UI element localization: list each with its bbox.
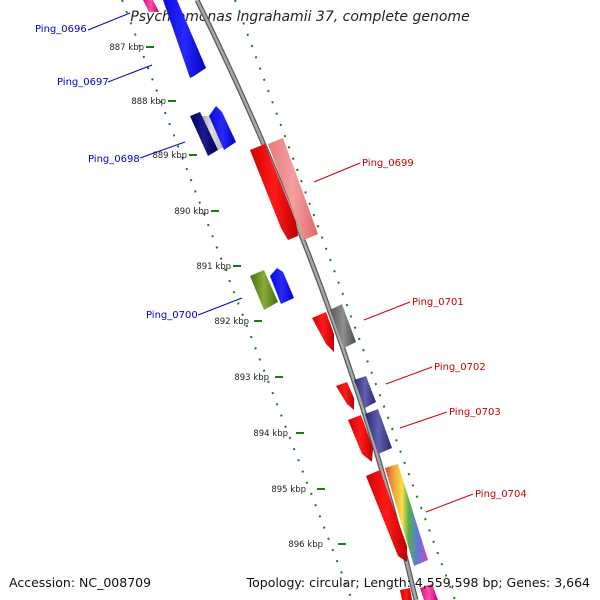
topology-summary: Topology: circular; Length: 4,559,598 bp… bbox=[246, 575, 590, 590]
gene-ping-0696-feature bbox=[143, 0, 159, 12]
reverse-genes bbox=[250, 138, 438, 600]
gene-ping-0698-arrow-navy bbox=[190, 112, 218, 156]
gene-ping-0700-olive bbox=[250, 270, 278, 310]
gene-ping-0701-gray bbox=[330, 304, 356, 348]
gene-ping-0704-red bbox=[366, 470, 407, 562]
tick-label-893: 893 kbp bbox=[234, 373, 269, 383]
tick-label-896: 896 kbp bbox=[288, 540, 323, 550]
map-title: Psychromonas ingrahamii 37, complete gen… bbox=[130, 9, 470, 25]
gene-label-ping-0700[interactable]: Ping_0700 bbox=[146, 310, 198, 321]
gene-label-ping-0702[interactable]: Ping_0702 bbox=[434, 362, 486, 373]
gene-ping-0700-blue bbox=[270, 268, 294, 304]
gene-label-ping-0697[interactable]: Ping_0697 bbox=[57, 77, 109, 88]
tick-label-892: 892 kbp bbox=[214, 317, 249, 327]
left-label-leaders bbox=[87, 12, 243, 316]
gene-label-ping-0698[interactable]: Ping_0698 bbox=[88, 154, 140, 165]
tick-label-895: 895 kbp bbox=[271, 485, 306, 495]
accession-label: Accession: NC_008709 bbox=[9, 575, 152, 590]
kbp-tick-marks bbox=[146, 46, 346, 545]
gene-label-ping-0704[interactable]: Ping_0704 bbox=[475, 489, 527, 500]
kbp-tick-labels: 887 kbp 888 kbp 889 kbp 890 kbp 891 kbp … bbox=[109, 43, 323, 550]
gene-ping-0701-red bbox=[312, 312, 334, 352]
tick-label-888: 888 kbp bbox=[131, 97, 166, 107]
gene-label-ping-0699[interactable]: Ping_0699 bbox=[362, 158, 414, 169]
gene-ping-0704-tail-red bbox=[400, 588, 412, 600]
gene-label-ping-0701[interactable]: Ping_0701 bbox=[412, 297, 464, 308]
gene-ping-0699-red bbox=[250, 144, 298, 240]
right-gene-labels: Ping_0699 Ping_0701 Ping_0702 Ping_0703 … bbox=[362, 158, 527, 500]
gene-ping-0703-red bbox=[348, 415, 373, 462]
tick-label-894: 894 kbp bbox=[253, 429, 288, 439]
gene-ping-0702-red bbox=[336, 382, 354, 410]
gene-ping-0698-arrow-blue bbox=[209, 106, 236, 150]
tick-label-889: 889 kbp bbox=[152, 151, 187, 161]
gene-ping-0703-purple bbox=[365, 409, 392, 454]
left-gene-labels: Ping_0696 Ping_0697 Ping_0698 Ping_0700 bbox=[35, 24, 198, 321]
tick-label-891: 891 kbp bbox=[196, 262, 231, 272]
gene-ping-0696-arrow bbox=[163, 0, 206, 78]
tick-label-890: 890 kbp bbox=[174, 207, 209, 217]
forward-genes bbox=[143, 0, 294, 310]
gene-label-ping-0696[interactable]: Ping_0696 bbox=[35, 24, 87, 35]
gene-ping-0699-pink bbox=[268, 138, 318, 240]
tick-label-887: 887 kbp bbox=[109, 43, 144, 53]
gene-label-ping-0703[interactable]: Ping_0703 bbox=[449, 407, 501, 418]
right-label-leaders bbox=[313, 162, 474, 513]
gene-ping-0704-rainbow bbox=[385, 464, 428, 566]
gene-ping-0702-purple bbox=[354, 376, 376, 408]
gene-ping-0704-tail-magenta bbox=[420, 584, 438, 600]
